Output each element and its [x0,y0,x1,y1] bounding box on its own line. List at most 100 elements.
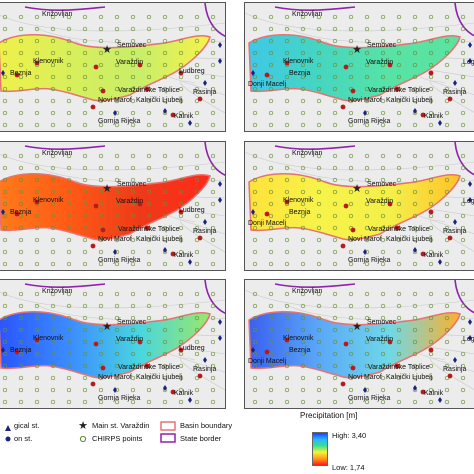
chirps-point [34,237,40,243]
chirps-point [268,177,274,183]
met-station-marker [218,335,222,341]
chirps-point [300,165,306,171]
chirps-point [146,339,152,345]
chirps-point [178,249,184,255]
chirps-point [34,122,40,128]
place-label-varazdin: Varaždin [116,198,144,205]
chirps-point [130,291,136,297]
chirps-point [114,98,120,104]
chirps-point [210,98,216,104]
chirps-point [380,261,386,267]
chirps-point [252,327,258,333]
place-label-beznja: Beznja [10,347,32,354]
chirps-point [364,50,370,56]
chirps-point [332,153,338,159]
precip-station-marker [100,365,106,371]
map-panel-5: ★ Križovljan Šemovec Klenovnik Varaždin Beznj… [0,279,226,409]
met-station-marker [251,209,255,215]
chirps-point [316,225,322,231]
precip-color-ramp [312,432,328,466]
chirps-point [252,363,258,369]
chirps-point [210,213,216,219]
precip-station-marker [428,70,434,76]
chirps-point [146,26,152,32]
chirps-point [380,50,386,56]
chirps-point [130,399,136,405]
chirps-point [364,303,370,309]
place-label-gornja-rijeka: Gornja Rijeka [98,257,141,264]
place-label-donji-macelj: Donji Macelj [248,358,287,365]
chirps-point [82,225,88,231]
chirps-point [130,153,136,159]
chirps-point [300,315,306,321]
chirps-point [114,153,120,159]
chirps-point [98,261,104,267]
chirps-point [2,375,8,381]
chirps-point [252,303,258,309]
chirps-point [50,387,56,393]
place-label-rasinja: Rasinja [193,89,217,96]
chirps-point [210,399,216,405]
precip-station-marker [284,199,290,205]
precip-station-marker [178,70,184,76]
chirps-point [50,213,56,219]
chirps-point [66,225,72,231]
chirps-point [2,291,8,297]
chirps-point [2,327,8,333]
chirps-point [18,38,24,44]
chirps-point [348,189,354,195]
place-label-klenovnik: Klenovnik [33,197,64,204]
place-label-varazdinske-toplice: Varaždinske Toplice [368,87,430,94]
precip-station-marker [350,227,356,233]
chirps-point [210,315,216,321]
legend-low: Low: 1,74 [332,463,365,472]
chirps-point [82,177,88,183]
map-panel-1: ★ Križovljan Šemovec Klenovnik Varaždin Beznj… [0,2,226,132]
met-station-marker [188,397,192,403]
chirps-point [268,213,274,219]
legend-chirps-icon [79,435,87,443]
place-label-krizovljan: Križovljan [292,288,323,295]
chirps-point [194,399,200,405]
chirps-point [460,86,466,92]
chirps-point [252,98,258,104]
chirps-point [396,375,402,381]
chirps-point [428,339,434,345]
chirps-point [428,110,434,116]
chirps-point [364,375,370,381]
chirps-point [162,201,168,207]
precip-station-marker [340,104,346,110]
chirps-point [50,14,56,20]
chirps-point [460,315,466,321]
precip-station-marker [447,235,453,241]
chirps-point [412,351,418,357]
basin-area [248,173,461,241]
chirps-point [284,363,290,369]
chirps-point [348,74,354,80]
chirps-point [428,399,434,405]
place-label-ludbreg: Ludbreg [179,68,205,75]
precip-station-marker [90,243,96,249]
chirps-point [348,213,354,219]
precip-station-marker [387,339,393,345]
chirps-point [348,399,354,405]
chirps-point [98,387,104,393]
chirps-point [380,249,386,255]
chirps-point [178,98,184,104]
chirps-point [18,225,24,231]
place-label-gornja-rijeka: Gornja Rijeka [348,118,391,125]
chirps-point [348,165,354,171]
chirps-point [82,201,88,207]
place-label-rasinja: Rasinja [443,228,467,235]
chirps-point [252,291,258,297]
chirps-point [428,213,434,219]
chirps-point [178,351,184,357]
precip-station-marker [90,381,96,387]
chirps-point [396,165,402,171]
chirps-point [178,26,184,32]
chirps-point [50,339,56,345]
chirps-point [300,153,306,159]
main-station-star-icon: ★ [102,44,112,56]
chirps-point [194,363,200,369]
precip-station-marker [34,199,40,205]
